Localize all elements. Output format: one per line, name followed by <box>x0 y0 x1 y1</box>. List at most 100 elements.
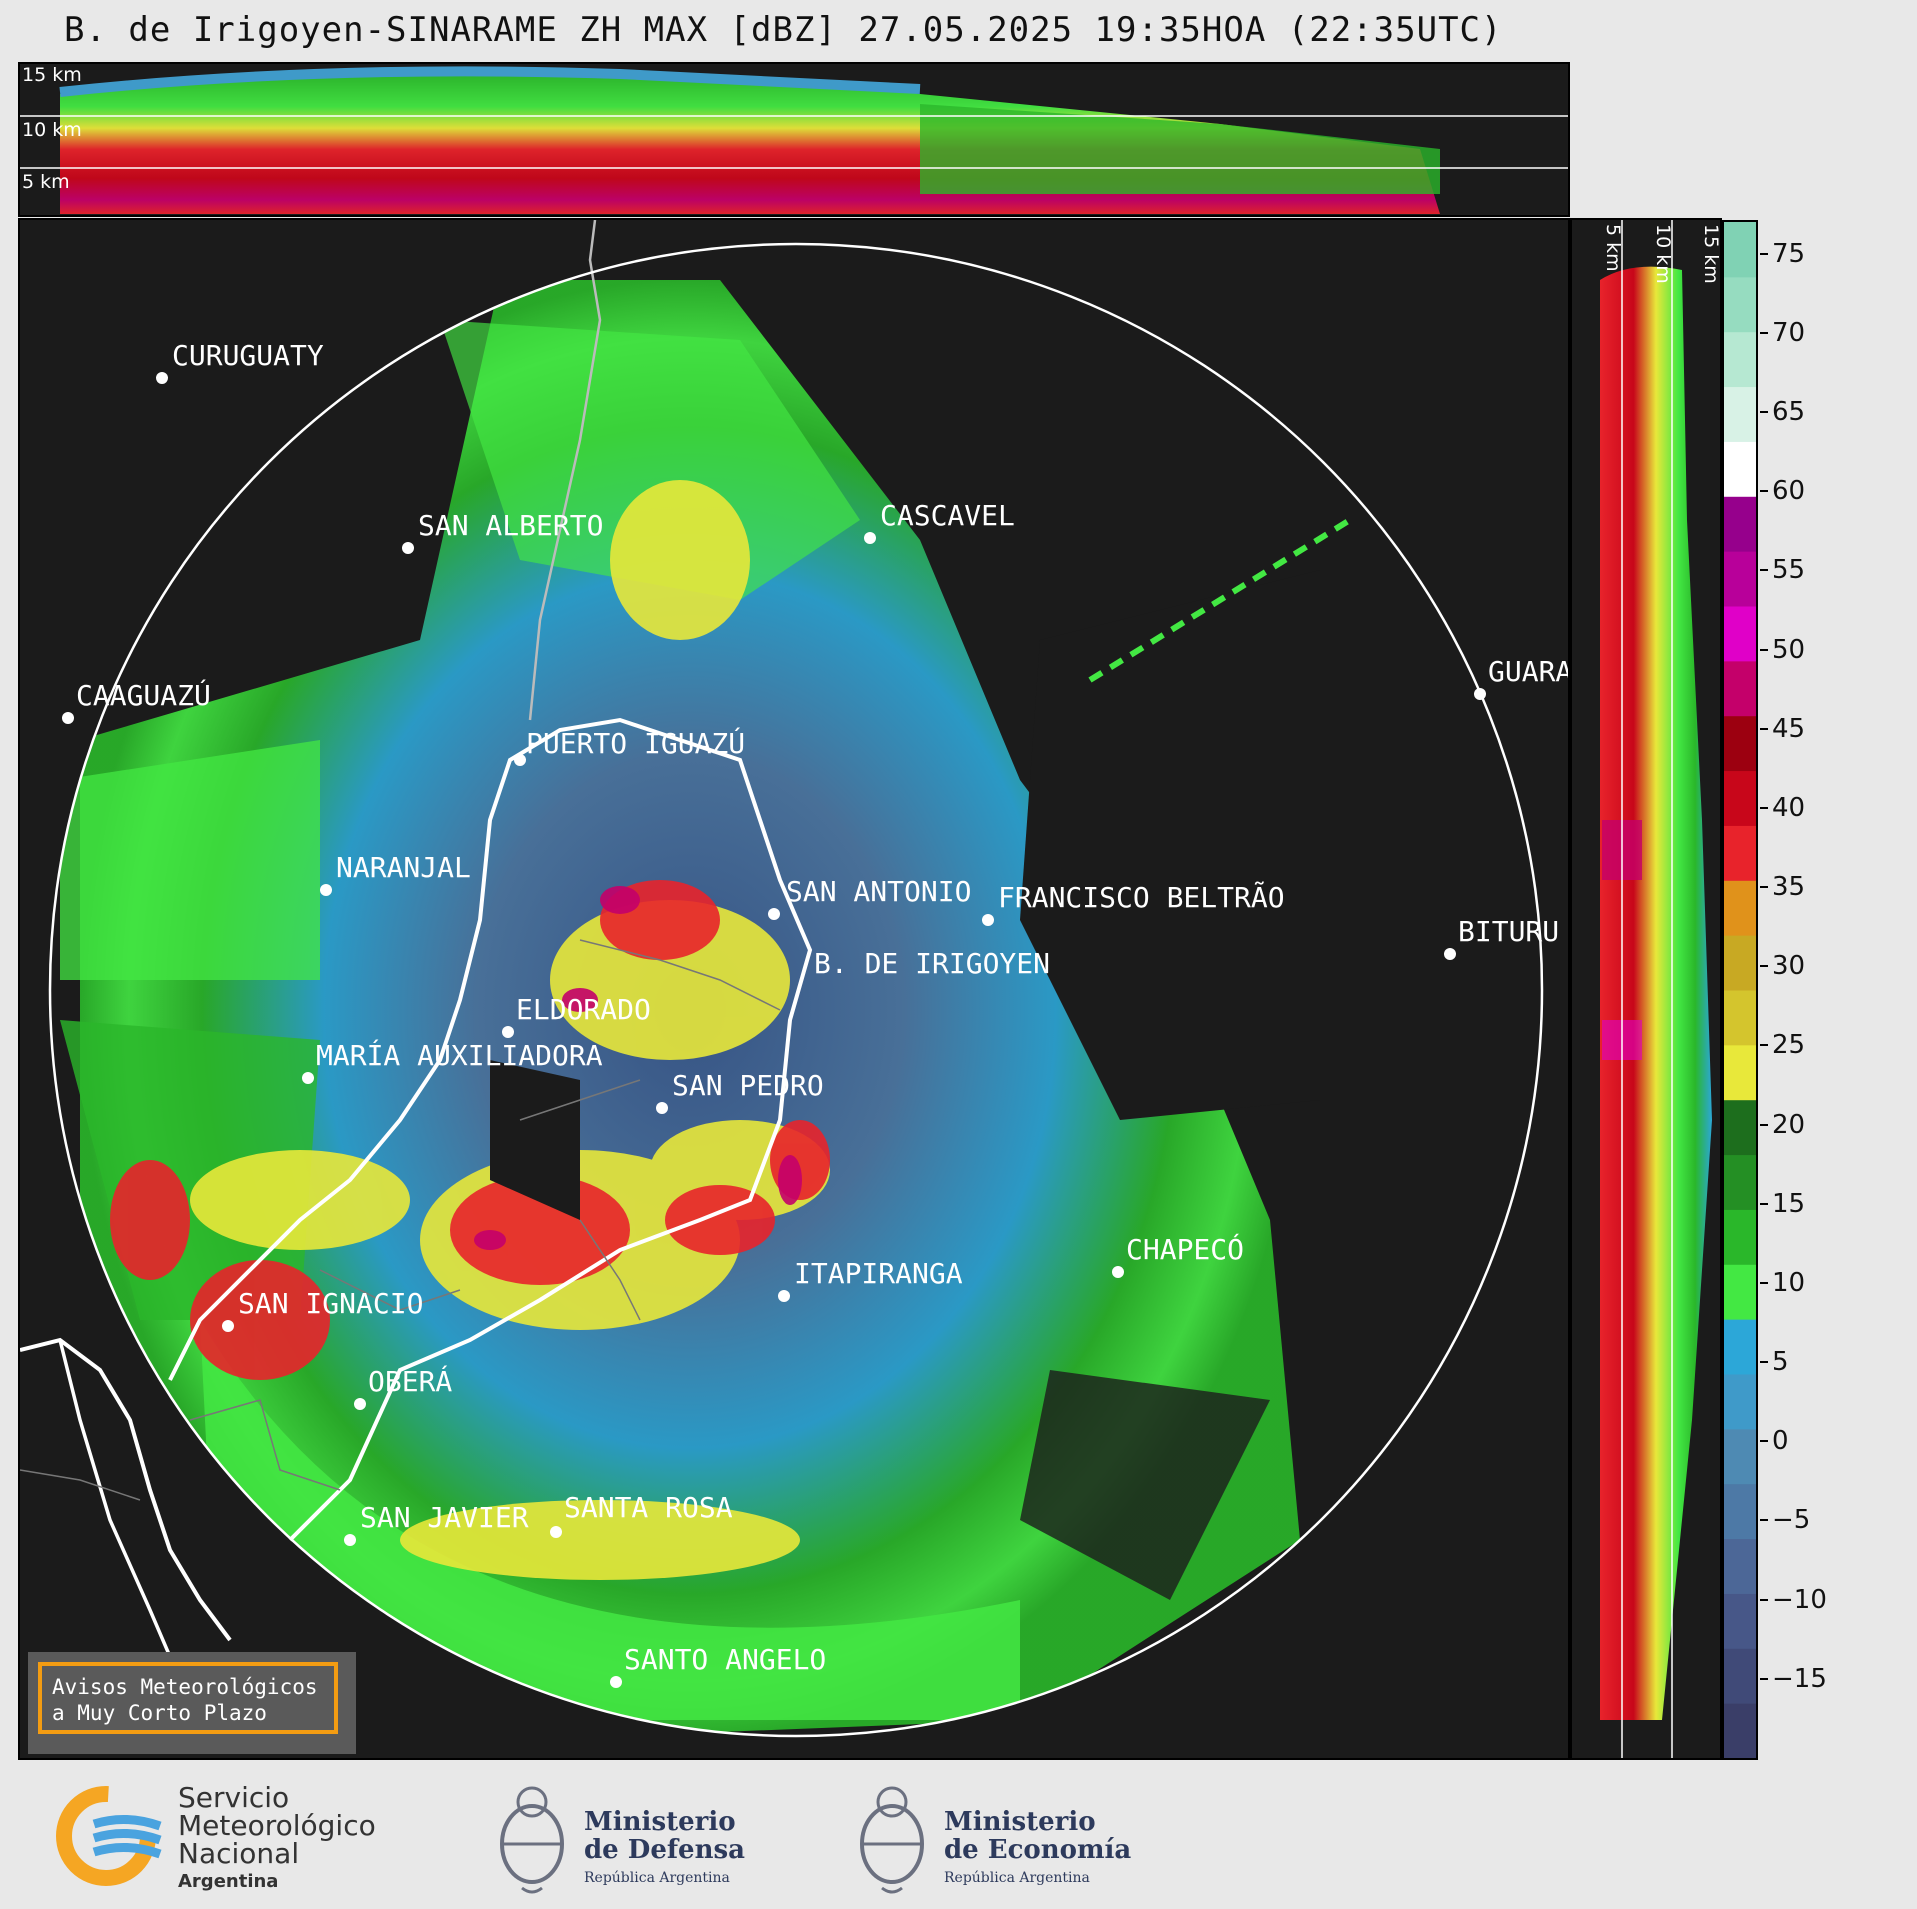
colorbar-segment <box>1724 880 1756 936</box>
colorbar-segment <box>1724 1264 1756 1320</box>
colorbar-segment <box>1724 331 1756 388</box>
radar-map[interactable]: CURUGUATY SAN ALBERTO CASCAVEL CAAGUAZÚ … <box>18 218 1570 1760</box>
colorbar-segment <box>1724 1044 1756 1101</box>
colorbar-tick-label: 25 <box>1772 1030 1806 1061</box>
warning-line-1: Avisos Meteorológicos <box>52 1675 318 1699</box>
colorbar-tick <box>1760 1598 1768 1601</box>
colorbar-tick <box>1760 331 1768 334</box>
defensa-text: Ministerio de Defensa República Argentin… <box>584 1808 745 1892</box>
city-label-san-pedro: SAN PEDRO <box>672 1069 824 1102</box>
city-label-san-antonio: SAN ANTONIO <box>786 875 972 908</box>
colorbar-tick <box>1760 1202 1768 1205</box>
colorbar-tick <box>1760 1361 1768 1364</box>
city-dot-santa-rosa <box>550 1526 562 1538</box>
smn-logo-text: Servicio Meteorológico Nacional Argentin… <box>178 1784 376 1896</box>
smn-line-4: Argentina <box>178 1871 279 1892</box>
warning-box-frame: Avisos Meteorológicos a Muy Corto Plazo <box>38 1662 338 1734</box>
colorbar-tick <box>1760 886 1768 889</box>
colorbar-segment <box>1724 1428 1756 1485</box>
colorbar-segment <box>1724 496 1756 552</box>
colorbar-segment <box>1724 276 1756 333</box>
colorbar-segment <box>1724 990 1756 1046</box>
colorbar-segment <box>1724 825 1756 881</box>
city-dot-cascavel <box>864 532 876 544</box>
colorbar-scale <box>1724 222 1756 1759</box>
colorbar-tick-label: 55 <box>1772 555 1806 586</box>
colorbar-tick-label: 50 <box>1772 634 1806 665</box>
colorbar-tick <box>1760 1281 1768 1284</box>
city-dot-francisco-beltrao <box>982 914 994 926</box>
colorbar-segment <box>1724 715 1756 772</box>
city-dot-eldorado <box>502 1026 514 1038</box>
colorbar-segment <box>1724 935 1756 991</box>
smn-line-1: Servicio <box>178 1781 290 1814</box>
top-alt-label-15: 15 km <box>22 64 82 86</box>
colorbar-tick-label: 60 <box>1772 476 1806 507</box>
warning-line-2: a Muy Corto Plazo <box>52 1701 267 1725</box>
city-label-guara: GUARA <box>1488 655 1570 688</box>
footer: Servicio Meteorológico Nacional Argentin… <box>0 1762 1917 1909</box>
city-label-santa-rosa: SANTA ROSA <box>564 1491 733 1524</box>
radar-map-canvas <box>20 220 1544 1738</box>
colorbar-segment <box>1724 1154 1756 1210</box>
city-label-san-javier: SAN JAVIER <box>360 1501 529 1534</box>
colorbar-segment <box>1724 770 1756 826</box>
right-alt-label-10: 10 km <box>1652 224 1674 284</box>
city-dot-san-ignacio <box>222 1320 234 1332</box>
colorbar-tick-label: 65 <box>1772 397 1806 428</box>
colorbar-segment <box>1724 386 1756 442</box>
city-label-francisco-beltrao: FRANCISCO BELTRÃO <box>998 881 1285 914</box>
city-dot-san-javier <box>344 1534 356 1546</box>
economia-text: Ministerio de Economía República Argenti… <box>944 1808 1131 1892</box>
defensa-line-2: de Defensa <box>584 1835 745 1865</box>
colorbar-tick <box>1760 727 1768 730</box>
map-title: B. de Irigoyen-SINARAME ZH MAX [dBZ] 27.… <box>64 10 1503 50</box>
top-cross-section-reflectivity <box>20 66 1568 214</box>
colorbar-tick <box>1760 648 1768 651</box>
city-dot-naranjal <box>320 884 332 896</box>
colorbar-segment <box>1724 1483 1756 1540</box>
colorbar-segment <box>1724 1209 1756 1265</box>
top-alt-label-10: 10 km <box>22 119 82 141</box>
defensa-coat-of-arms-icon <box>500 1786 564 1894</box>
smn-line-3: Nacional <box>178 1837 300 1870</box>
city-dot-san-pedro <box>656 1102 668 1114</box>
city-dot-guara <box>1474 688 1486 700</box>
colorbar-tick <box>1760 569 1768 572</box>
city-label-itapiranga: ITAPIRANGA <box>794 1257 963 1290</box>
city-label-santo-angelo: SANTO ANGELO <box>624 1643 827 1676</box>
city-dot-chapeco <box>1112 1266 1124 1278</box>
city-label-chapeco: CHAPECÓ <box>1126 1233 1245 1266</box>
colorbar-segment <box>1724 551 1756 607</box>
city-dot-santo-angelo <box>610 1676 622 1688</box>
economia-line-2: de Economía <box>944 1835 1132 1865</box>
city-label-naranjal: NARANJAL <box>336 851 471 884</box>
smn-line-2: Meteorológico <box>178 1809 376 1842</box>
colorbar-segment <box>1724 1374 1756 1430</box>
colorbar-segment <box>1724 1648 1756 1704</box>
city-dot-curuguaty <box>156 372 168 384</box>
colorbar-tick <box>1760 1044 1768 1047</box>
colorbar-tick <box>1760 490 1768 493</box>
colorbar-tick-label: 40 <box>1772 792 1806 823</box>
colorbar-tick <box>1760 1440 1768 1443</box>
city-label-cascavel: CASCAVEL <box>880 499 1015 532</box>
colorbar-tick <box>1760 965 1768 968</box>
colorbar-tick-label: 30 <box>1772 951 1806 982</box>
colorbar-segment <box>1724 1099 1756 1156</box>
colorbar-tick-label: 5 <box>1772 1347 1789 1378</box>
colorbar-tick <box>1760 1677 1768 1680</box>
colorbar-tick-label: 35 <box>1772 872 1806 903</box>
colorbar-tick-label: −5 <box>1772 1505 1811 1536</box>
colorbar-segment <box>1724 1319 1756 1375</box>
city-dot-obera <box>354 1398 366 1410</box>
colorbar-tick-label: 75 <box>1772 238 1806 269</box>
colorbar-tick-label: 20 <box>1772 1109 1806 1140</box>
colorbar-tick <box>1760 1123 1768 1126</box>
warning-box: Avisos Meteorológicos a Muy Corto Plazo <box>28 1652 356 1754</box>
city-dot-itapiranga <box>778 1290 790 1302</box>
right-cross-section-reflectivity <box>1600 220 1712 1758</box>
right-cross-section: 5 km 10 km 15 km <box>1570 218 1722 1760</box>
city-label-eldorado: ELDORADO <box>516 993 651 1026</box>
city-label-puerto-iguazu: PUERTO IGUAZÚ <box>526 727 746 760</box>
